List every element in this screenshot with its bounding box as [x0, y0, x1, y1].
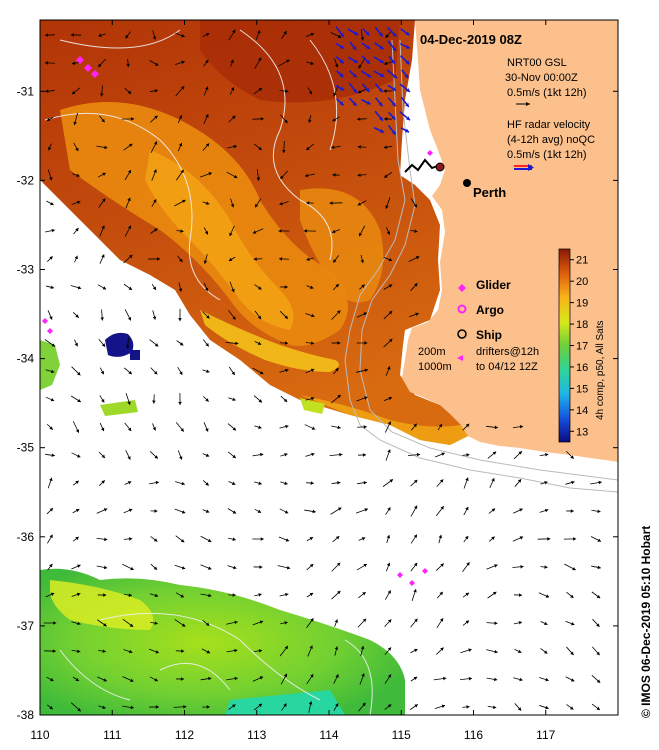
- lat-tick-label: -35: [17, 441, 35, 455]
- lon-tick-label: 116: [464, 728, 483, 742]
- sst-red-north: [200, 20, 400, 103]
- perth-marker: [463, 179, 471, 187]
- lon-tick-label: 111: [103, 728, 122, 742]
- gsl-legend-line2: 30-Nov 00:00Z: [505, 72, 578, 84]
- hf-legend-line2: (4-12h avg) noQC: [507, 134, 595, 146]
- hf-scale-arrow: [514, 164, 534, 171]
- ship-marker: [435, 162, 445, 172]
- ship-legend-icon: [457, 329, 467, 339]
- sst-mid-swirl-2: [145, 150, 294, 330]
- lat-tick-label: -38: [17, 708, 35, 722]
- gsl-scale-arrow: [516, 102, 530, 106]
- colorbar-tick-label: 21: [576, 255, 588, 267]
- sst-cold-speck: [130, 350, 140, 360]
- colorbar-tick-label: 15: [576, 383, 588, 395]
- colorbar-ticks: 13 14 15 16 17 18 19 20 21: [570, 255, 588, 438]
- credit-text: © IMOS 06-Dec-2019 05:10 Hobart: [639, 526, 653, 718]
- lon-tick-label: 117: [536, 728, 555, 742]
- lat-tick-label: -33: [17, 262, 35, 276]
- hf-radar-arrows: [335, 26, 411, 136]
- lat-tick-label: -34: [17, 352, 35, 366]
- gsl-legend-line1: NRT00 GSL: [507, 57, 567, 69]
- ship-track: [404, 158, 441, 173]
- lon-tick-label: 114: [319, 728, 338, 742]
- lon-tick-label: 112: [175, 728, 194, 742]
- colorbar-tick-label: 13: [576, 426, 588, 438]
- lat-tick-label: -36: [17, 530, 35, 544]
- hf-legend-line1: HF radar velocity: [507, 119, 591, 131]
- colorbar: [558, 248, 571, 443]
- argo-legend-icon: [457, 304, 467, 314]
- glider-legend-icon: [458, 284, 466, 292]
- lon-tick-label: 113: [247, 728, 266, 742]
- sst-cyan-south: [225, 690, 345, 715]
- drifters-legend-line2: to 04/12 12Z: [476, 361, 538, 373]
- drifter-legend-icon: [457, 355, 463, 361]
- lat-tick-label: -31: [17, 84, 35, 98]
- sst-patch-lime: [100, 400, 138, 416]
- lon-tick-label: 110: [30, 728, 49, 742]
- map-title: 04-Dec-2019 08Z: [420, 32, 522, 47]
- colorbar-tick-label: 16: [576, 362, 588, 374]
- sst-west-patch: [40, 340, 60, 390]
- contour-1000m-label: 1000m: [418, 361, 452, 373]
- sst-south-edge: [300, 395, 470, 445]
- colorbar-title: 4h comp, p50, All Sats: [595, 320, 606, 420]
- gsl-legend-line3: 0.5m/s (1kt 12h): [507, 87, 586, 99]
- glider-legend-label: Glider: [476, 278, 511, 292]
- perth-label: Perth: [473, 185, 506, 200]
- axis-ticks: 110 111 112 113 114 115 116 117 -31 -32 -33 -34 -35 -…: [17, 20, 618, 742]
- bathymetry-contours: [344, 39, 618, 493]
- glider-markers: [42, 56, 433, 586]
- gsl-velocity-arrows: [43, 29, 602, 713]
- sst-mid-swirl-3: [300, 188, 384, 303]
- lat-tick-label: -37: [17, 619, 35, 633]
- lat-tick-label: -32: [17, 173, 35, 187]
- sst-yellow-south: [50, 580, 154, 630]
- argo-legend-label: Argo: [476, 303, 504, 317]
- sst-cold-patch: [105, 332, 134, 357]
- ship-legend-label: Ship: [476, 328, 502, 342]
- lon-tick-label: 115: [392, 728, 411, 742]
- sst-yellow-filament: [200, 310, 339, 372]
- drifters-legend-line1: drifters@12h: [476, 346, 539, 358]
- colorbar-tick-label: 19: [576, 298, 588, 310]
- colorbar-tick-label: 17: [576, 341, 588, 353]
- contour-200m-label: 200m: [418, 346, 446, 358]
- colorbar-tick-label: 18: [576, 319, 588, 331]
- colorbar-tick-label: 20: [576, 276, 588, 288]
- colorbar-tick-label: 14: [576, 405, 588, 417]
- sst-lime-edge: [300, 398, 325, 414]
- hf-legend-line3: 0.5m/s (1kt 12h): [507, 149, 586, 161]
